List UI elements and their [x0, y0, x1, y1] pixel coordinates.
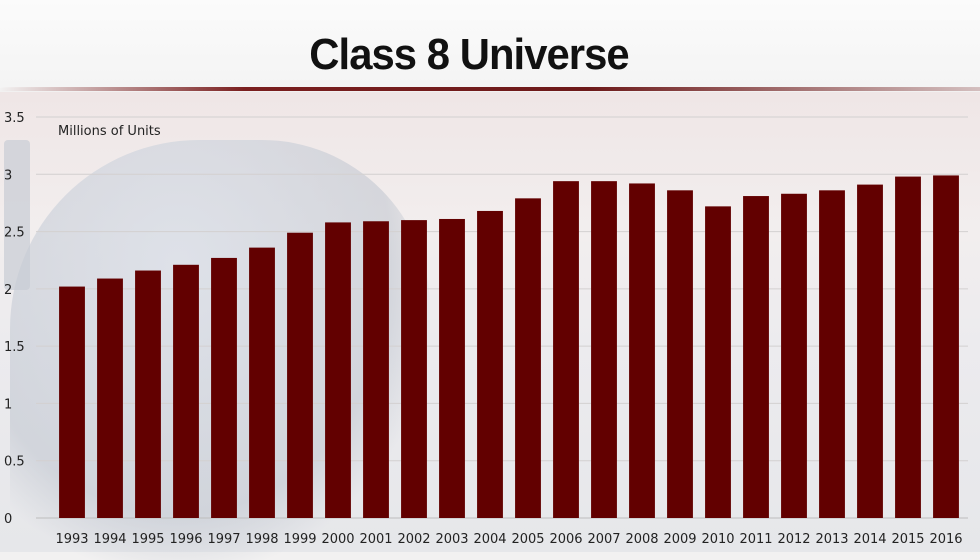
x-tick-label: 2004	[473, 532, 506, 547]
x-tick-label: 2002	[397, 532, 430, 547]
y-tick-label: 0.5	[4, 455, 25, 470]
x-tick-label: 2014	[853, 532, 886, 547]
background-truck-stack	[4, 140, 30, 290]
x-tick-label: 2000	[321, 532, 354, 547]
bar-1993	[59, 286, 85, 518]
bar-1996	[173, 264, 199, 518]
bar-2002	[401, 220, 427, 518]
y-tick-label: 3	[4, 168, 12, 183]
title-underline	[0, 87, 980, 91]
x-tick-label: 2016	[929, 532, 962, 547]
x-tick-label: 2001	[359, 532, 392, 547]
y-axis-label: Millions of Units	[58, 124, 161, 139]
chart-title: Class 8 Universe	[309, 30, 629, 79]
bar-1998	[249, 247, 275, 518]
x-tick-label: 1998	[245, 532, 278, 547]
bar-1997	[211, 257, 237, 518]
bar-1999	[287, 232, 313, 518]
x-tick-label: 2005	[511, 532, 544, 547]
y-tick-label: 3.5	[4, 111, 25, 126]
header-band	[0, 0, 980, 88]
y-tick-label: 1	[4, 397, 12, 412]
x-tick-label: 1993	[55, 532, 88, 547]
bar-2016	[933, 175, 959, 518]
bar-2001	[363, 221, 389, 518]
bar-2007	[591, 181, 617, 518]
bars	[59, 175, 959, 519]
x-tick-label: 2006	[549, 532, 582, 547]
bar-2000	[325, 222, 351, 519]
bar-2009	[667, 190, 693, 518]
bar-2010	[705, 206, 731, 518]
x-tick-label: 2011	[739, 532, 772, 547]
x-axis-tick-labels: 1993 1994 1995 1996 1997 1998 1999 2000 2001 2002…	[55, 532, 962, 547]
y-axis-tick-labels: 0 0.5 1 1.5 2 2.5 3 3.5	[4, 111, 25, 527]
bar-2005	[515, 198, 541, 519]
x-tick-label: 2007	[587, 532, 620, 547]
bar-2014	[857, 184, 883, 518]
x-tick-label: 1996	[169, 532, 202, 547]
y-tick-label: 2.5	[4, 226, 25, 241]
x-tick-label: 2015	[891, 532, 924, 547]
x-tick-label: 2008	[625, 532, 658, 547]
bar-1995	[135, 270, 161, 518]
bar-2004	[477, 210, 503, 518]
x-tick-label: 1994	[93, 532, 126, 547]
x-tick-label: 2013	[815, 532, 848, 547]
bar-2015	[895, 176, 921, 518]
bar-2008	[629, 183, 655, 519]
x-tick-label: 2010	[701, 532, 734, 547]
x-tick-label: 1999	[283, 532, 316, 547]
y-tick-label: 2	[4, 283, 12, 298]
x-tick-label: 2003	[435, 532, 468, 547]
bar-2006	[553, 181, 579, 518]
y-tick-label: 1.5	[4, 340, 25, 355]
x-tick-label: 1995	[131, 532, 164, 547]
bar-2012	[781, 193, 807, 518]
x-tick-label: 2012	[777, 532, 810, 547]
bar-2003	[439, 218, 465, 518]
y-tick-label: 0	[4, 512, 12, 527]
bar-1994	[97, 278, 123, 518]
x-tick-label: 2009	[663, 532, 696, 547]
bar-2011	[743, 196, 769, 518]
x-tick-label: 1997	[207, 532, 240, 547]
bar-2013	[819, 190, 845, 518]
